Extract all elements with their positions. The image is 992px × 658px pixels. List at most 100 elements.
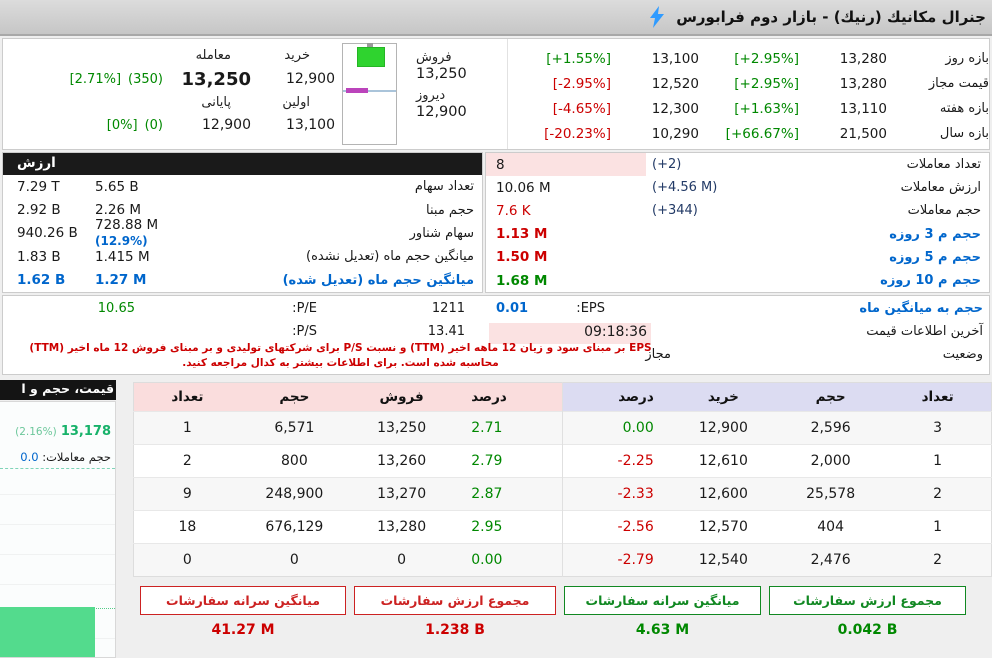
buy-avg-orders-value: 4.63 M: [635, 622, 690, 638]
row-value: 8: [486, 153, 646, 177]
title-bar: جنرال مكانيك (رنيك) - بازار دوم فرابورس: [0, 0, 992, 36]
sell-pct: 2.71: [471, 420, 503, 436]
sell-total-value-button[interactable]: مجموع ارزش سفارشات: [354, 586, 556, 615]
status-value: مجاز: [645, 347, 671, 362]
row-change: (+2): [652, 157, 682, 173]
buy-pct: -2.33: [617, 486, 654, 502]
stats-row: حجم م 5 روزه 1.50 M: [486, 246, 989, 269]
stats-row: حجم م 10 روزه 1.68 M: [486, 269, 989, 292]
mini-price-pct: (2.16%): [15, 426, 57, 438]
row-count: 1.415 M: [95, 248, 150, 265]
close-change-pct: [0%]: [106, 117, 138, 133]
buy-volume: 2,476: [777, 543, 885, 577]
buy-count: 2: [884, 543, 992, 577]
range-high-pct: [+1.63%]: [734, 100, 799, 117]
buy-volume-header: حجم: [777, 382, 885, 412]
row-label: حجم م 3 روزه: [889, 226, 981, 242]
buy-price: 12,600: [669, 477, 777, 511]
sell-volume: 0: [240, 543, 348, 577]
order-book-table: تعداد حجم خرید درصد درصد فروش حجم تعداد …: [133, 382, 992, 577]
row-change: (+4.56 M): [652, 180, 718, 196]
buy-total-value-button[interactable]: مجموع ارزش سفارشات: [769, 586, 966, 615]
buy-volume: 2,000: [777, 444, 885, 478]
buy-volume: 404: [777, 510, 885, 544]
pe-eps-panel: EPS: 1211 P/E: 10.65 P/Eگروه: 13.41 P/S:…: [2, 295, 990, 375]
trade-label: معامله: [195, 48, 231, 63]
order-book-header-row: تعداد حجم خرید درصد درصد فروش حجم تعداد: [133, 382, 992, 412]
shares-info-panel: ارزش تعداد سهام 5.65 B 7.29 T حجم مبنا 2…: [2, 152, 483, 293]
sell-pct: 0.00: [471, 552, 503, 568]
sell-volume: 800: [240, 444, 348, 478]
sell-total-value-value: 1.238 B: [425, 622, 485, 638]
vol-to-avg-label: حجم به میانگین ماه: [859, 301, 983, 316]
shares-row: سهام شناور 728.88 M (12.9%) 940.26 B: [3, 217, 482, 248]
row-value: 1.68 M: [496, 272, 548, 289]
row-value: 1.62 B: [17, 272, 66, 289]
buy-pct: -2.79: [617, 552, 654, 568]
sell-volume-header: حجم: [240, 382, 348, 412]
row-label: حجم مبنا: [426, 202, 474, 218]
buy-price: 12,540: [669, 543, 777, 577]
trade-change: (350): [128, 71, 163, 87]
page-title: جنرال مكانيك (رنيك) - بازار دوم فرابورس: [676, 8, 986, 26]
range-low-pct: [-20.23%]: [544, 125, 611, 142]
buy-count: 1: [884, 510, 992, 544]
order-book-row[interactable]: 1 2,000 12,610 -2.25 2.79 13,260 800 2: [133, 444, 992, 478]
sell-label: فروش: [416, 50, 452, 65]
row-value: 7.6 K: [496, 202, 531, 219]
buy-avg-orders-button[interactable]: میانگین سرانه سفارشات: [564, 586, 761, 615]
order-book-row[interactable]: 1 404 12,570 -2.56 2.95 13,280 676,129 1…: [133, 510, 992, 544]
range-label: بازه روز: [945, 51, 989, 66]
trade-panel: خرید معامله 12,900 13,250 (350) [2.71%] …: [3, 39, 348, 149]
last-info-label: آخرین اطلاعات قیمت: [866, 324, 983, 339]
volume-bar: [0, 607, 95, 657]
sell-avg-orders-button[interactable]: میانگین سرانه سفارشات: [140, 586, 346, 615]
buy-price: 12,570: [669, 510, 777, 544]
range-label: بازه سال: [939, 126, 989, 141]
row-value: 7.29 T: [17, 178, 60, 195]
range-low: 12,520: [651, 75, 699, 92]
range-high-pct: [+2.95%]: [734, 75, 799, 92]
mini-price: 13,178: [60, 424, 111, 439]
order-book-row[interactable]: 3 2,596 12,900 0.00 2.71 13,250 6,571 1: [133, 411, 992, 445]
range-low-pct: [-4.65%]: [552, 100, 611, 117]
order-book-row[interactable]: 2 2,476 12,540 -2.79 0.00 0 0 0: [133, 543, 992, 577]
row-label: میانگین حجم ماه (تعدیل شده): [282, 272, 474, 288]
buy-price: 12,900: [669, 411, 777, 445]
sell-price: 13,270: [348, 477, 456, 511]
row-label: تعداد معاملات: [906, 157, 981, 173]
last-trade-price: 13,250: [181, 68, 251, 90]
range-low: 12,300: [651, 100, 699, 117]
row-label: میانگین حجم ماه (تعدیل نشده): [306, 249, 474, 265]
candle-wick: [367, 43, 373, 48]
range-high: 21,500: [839, 125, 887, 142]
mini-chart-panel: 13,178 (2.16%) حجم معاملات: 0.0: [0, 401, 116, 658]
order-book-row[interactable]: 2 25,578 12,600 -2.33 2.87 13,270 248,90…: [133, 477, 992, 511]
pe-label: P/E:: [292, 301, 317, 316]
row-label: تعداد سهام: [414, 179, 474, 195]
mini-volume-label: حجم معاملات:: [42, 450, 111, 464]
status-label: وضعیت: [942, 347, 983, 362]
sell-price: 13,250: [416, 66, 467, 82]
sell-volume: 6,571: [240, 411, 348, 445]
eps-label: EPS:: [576, 301, 605, 316]
buy-volume: 25,578: [777, 477, 885, 511]
buy-label: خرید: [284, 48, 310, 63]
sell-price: 13,260: [348, 444, 456, 478]
buy-price: 12,900: [286, 71, 335, 87]
sell-count: 0: [133, 543, 241, 577]
range-low: 10,290: [651, 125, 699, 142]
sell-price: 0: [348, 543, 456, 577]
shares-row: تعداد سهام 5.65 B 7.29 T: [3, 175, 482, 198]
range-high: 13,280: [839, 75, 887, 92]
sell-pct-header: درصد: [455, 382, 564, 412]
row-change: (+344): [652, 203, 698, 219]
row-value: 10.06 M: [496, 179, 551, 196]
buy-count-header: تعداد: [884, 382, 992, 412]
sell-count: 2: [133, 444, 241, 478]
buy-total-value-value: 0.042 B: [837, 622, 898, 638]
trade-change-pct: [2.71%]: [69, 71, 122, 87]
row-label: حجم م 10 روزه: [880, 273, 981, 289]
mini-chart-header: قیمت، حجم و ا: [0, 380, 116, 400]
stats-row: ارزش معاملات (+4.56 M) 10.06 M: [486, 176, 989, 199]
